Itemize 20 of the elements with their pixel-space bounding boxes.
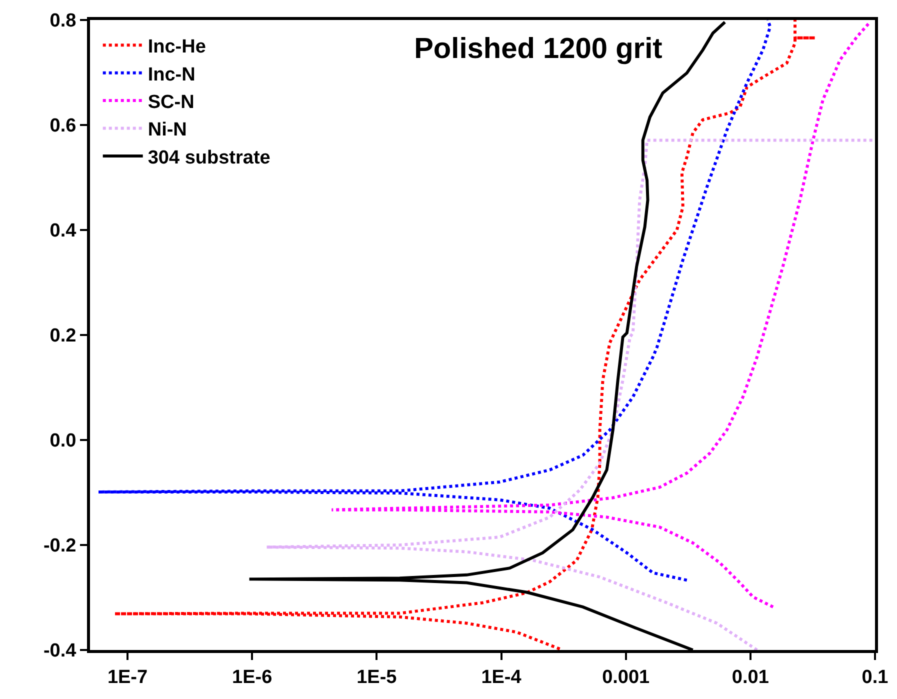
text: Polished 1200 grit [414, 33, 663, 66]
y-tick-label: 0.6 [50, 116, 76, 137]
x-tick-label: 1E-6 [232, 666, 272, 688]
y-tick-label: -0.4 [43, 640, 77, 662]
y-tick-label: 0.4 [50, 220, 77, 242]
x-tick-label: 1E-4 [481, 666, 522, 688]
x-tick-label: 0.01 [732, 666, 770, 688]
y-tick-label: 0.2 [50, 326, 76, 347]
y-tick-label: -0.2 [43, 536, 76, 557]
y-tick-label: 0.8 [50, 10, 76, 32]
x-tick-label: 1E-7 [107, 666, 148, 688]
x-tick-label: 0.1 [862, 666, 889, 688]
x-tick-label: 1E-5 [356, 666, 398, 688]
x-tick-label: 0.001 [602, 666, 650, 688]
y-tick-label: 0.0 [50, 430, 76, 452]
legend-label: SC-N [148, 92, 194, 113]
legend-label: 304 substrate [148, 147, 270, 168]
legend-label: Ni-N [148, 120, 187, 141]
legend-label: Inc-N [148, 64, 196, 86]
legend-label: Inc-He [148, 36, 206, 58]
